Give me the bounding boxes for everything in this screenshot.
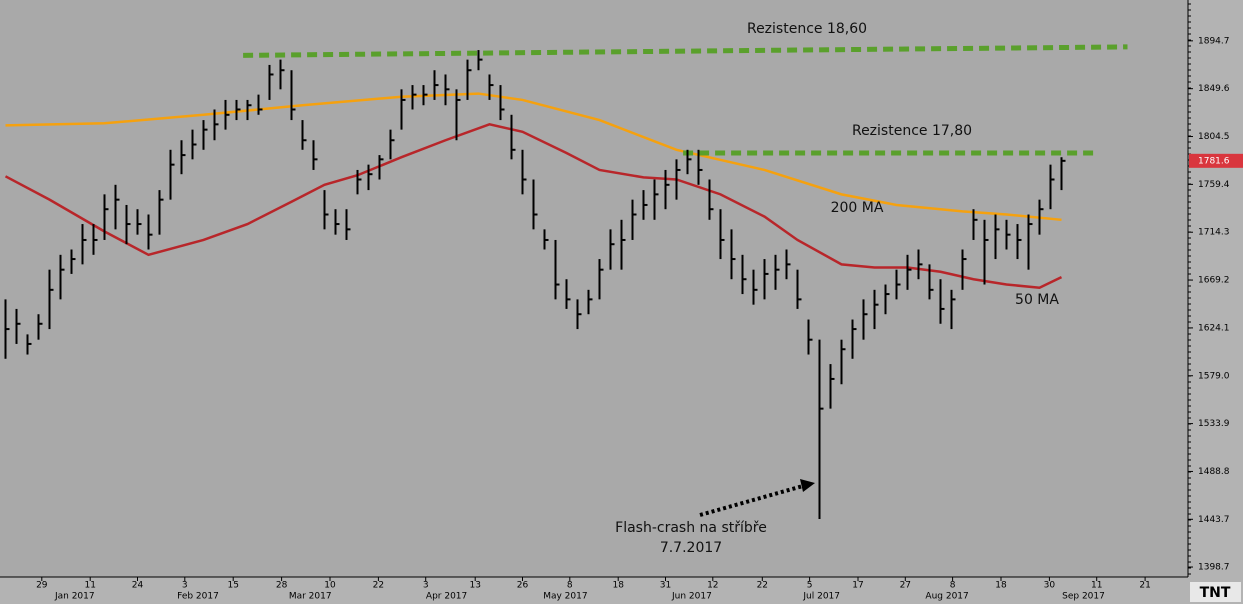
x-tick-label: 29: [36, 581, 48, 591]
moving-average: [4, 123, 1063, 289]
annotation: 7.7.2017: [660, 540, 722, 556]
y-tick-label: 1849.6: [1198, 84, 1230, 94]
x-tick-label: 22: [373, 581, 384, 591]
y-tick-label: 1669.2: [1198, 276, 1230, 286]
month-label: Aug 2017: [925, 592, 968, 602]
x-tick-label: 11: [84, 581, 95, 591]
y-tick-label: 1443.7: [1198, 515, 1230, 525]
series-label: 200 MA: [831, 200, 884, 216]
x-tick-label: 11: [1091, 581, 1102, 591]
last-price-tag: [1189, 153, 1243, 168]
resistance-line: [243, 44, 1128, 58]
x-tick-label: 31: [660, 581, 671, 591]
x-tick-label: 17: [852, 581, 863, 591]
plot: [4, 44, 1128, 519]
resistance-label: Rezistence 17,80: [852, 123, 972, 139]
month-label: Jul 2017: [802, 592, 840, 602]
x-tick-label: 3: [182, 581, 188, 591]
x-tick-label: 24: [132, 581, 144, 591]
month-label: Mar 2017: [289, 592, 332, 602]
x-tick-label: 26: [517, 581, 529, 591]
x-tick-label: 27: [900, 581, 911, 591]
x-tick-label: 3: [423, 581, 429, 591]
y-tick-label: 1398.7: [1198, 563, 1230, 573]
x-tick-label: 22: [757, 581, 768, 591]
y-tick-label: 1624.1: [1198, 323, 1230, 333]
x-tick-label: 18: [612, 581, 624, 591]
month-label: Jan 2017: [54, 592, 95, 602]
y-tick-label: 1759.4: [1198, 180, 1230, 190]
month-label: Apr 2017: [426, 592, 467, 602]
series-label: 50 MA: [1015, 292, 1059, 308]
y-tick-label: 1804.5: [1198, 132, 1230, 142]
y-tick-label: 1533.9: [1198, 419, 1230, 429]
month-label: Sep 2017: [1062, 592, 1105, 602]
logo-box: [1190, 582, 1241, 602]
x-tick-label: 18: [995, 581, 1007, 591]
annotation: Flash-crash na stříbře: [615, 520, 767, 536]
logo: TNT: [1200, 585, 1231, 601]
x-tick-label: 8: [950, 581, 956, 591]
x-tick-label: 12: [707, 581, 718, 591]
y-tick-label: 1579.0: [1198, 371, 1230, 381]
y-tick-label: 1488.8: [1198, 467, 1230, 477]
month-label: Feb 2017: [177, 592, 219, 602]
y-tick-label: 1894.7: [1198, 36, 1230, 46]
x-tick-label: 21: [1139, 581, 1150, 591]
x-axis-panel: [0, 577, 1243, 604]
y-axis-panel: [1188, 0, 1243, 604]
last-price-label: 1781.6: [1198, 156, 1230, 166]
x-tick-label: 28: [276, 581, 288, 591]
x-tick-label: 10: [324, 581, 336, 591]
resistance-label: Rezistence 18,60: [747, 21, 867, 37]
annotation-arrow-head: [800, 479, 815, 492]
month-label: May 2017: [543, 592, 587, 602]
x-tick-label: 5: [807, 581, 813, 591]
x-tick-label: 15: [227, 581, 238, 591]
month-label: Jun 2017: [671, 592, 712, 602]
y-tick-label: 1714.3: [1198, 228, 1230, 238]
x-tick-label: 8: [567, 581, 573, 591]
x-tick-label: 30: [1044, 581, 1056, 591]
x-tick-label: 13: [469, 581, 480, 591]
